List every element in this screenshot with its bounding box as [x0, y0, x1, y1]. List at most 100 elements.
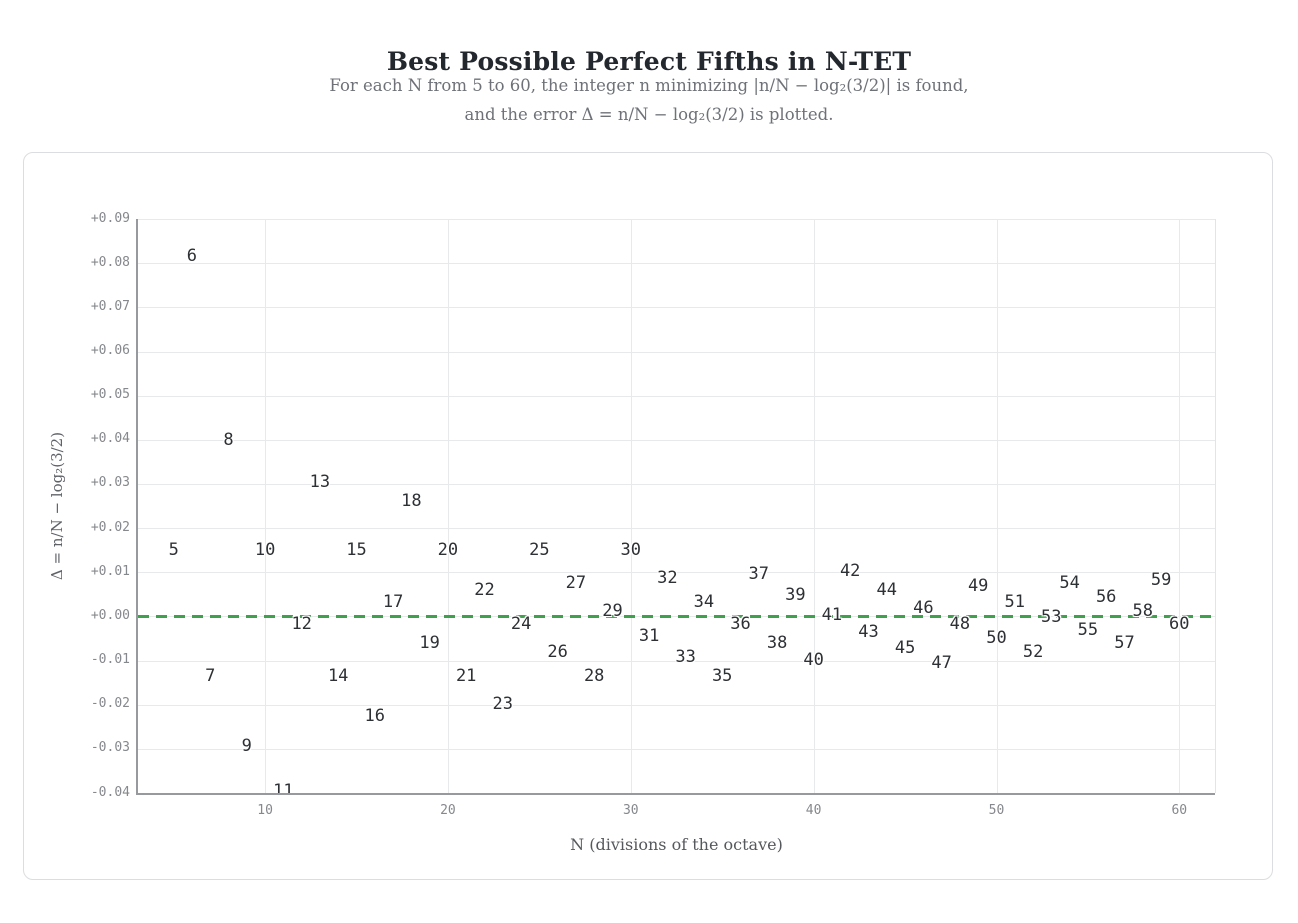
data-point-label: 53 — [1041, 606, 1062, 627]
gridline-vertical — [265, 219, 267, 793]
gridline-vertical — [630, 219, 632, 793]
data-point-label: 38 — [766, 633, 788, 653]
data-point-label: 46 — [913, 597, 934, 618]
data-point-label: 21 — [455, 666, 477, 687]
gridline-vertical — [813, 219, 815, 793]
data-point-label: 8 — [223, 429, 234, 450]
data-point-label: 44 — [876, 580, 898, 601]
data-point-label: 58 — [1132, 600, 1154, 621]
data-point-label: 37 — [748, 563, 770, 584]
data-point-label: 34 — [693, 591, 715, 612]
y-axis-spine — [136, 219, 138, 795]
data-point-label: 52 — [1022, 641, 1044, 662]
gridline-horizontal — [138, 219, 1215, 220]
data-point-label: 56 — [1095, 587, 1117, 608]
data-point-label: 41 — [821, 604, 843, 625]
y-tick-label: -0.04 — [90, 784, 130, 800]
gridline-horizontal — [138, 572, 1215, 574]
data-point-label: 9 — [241, 736, 252, 757]
y-tick-label: -0.03 — [90, 740, 130, 756]
data-point-label: 26 — [547, 641, 568, 662]
page-title: Best Possible Perfect Fifths in N-TET — [386, 46, 912, 76]
gridline-horizontal — [138, 483, 1215, 485]
data-point-label: 13 — [309, 472, 331, 493]
y-tick-label: -0.02 — [90, 696, 130, 712]
x-axis-spine — [136, 793, 1215, 795]
y-tick-label: +0.08 — [90, 254, 130, 270]
data-point-label: 49 — [967, 576, 989, 597]
data-point-label: 7 — [205, 666, 216, 687]
data-point-label: 59 — [1150, 569, 1172, 590]
y-tick-label: +0.07 — [90, 298, 130, 314]
data-point-label: 16 — [364, 705, 386, 726]
y-tick-label: +0.09 — [90, 210, 130, 226]
data-point-label: 20 — [437, 540, 459, 560]
gridline-horizontal — [138, 704, 1215, 706]
data-point-label: 54 — [1059, 572, 1080, 593]
data-point-label: 25 — [529, 540, 550, 560]
y-tick-label: +0.01 — [90, 563, 130, 579]
data-point-label: 57 — [1114, 633, 1135, 653]
x-tick-label: 40 — [805, 803, 822, 818]
zero-reference-line — [138, 614, 1215, 618]
data-point-label: 36 — [730, 613, 751, 634]
data-point-label: 27 — [565, 572, 587, 593]
data-point-label: 48 — [949, 613, 971, 634]
gridline-horizontal — [138, 660, 1215, 662]
y-tick-label: +0.02 — [90, 519, 130, 535]
data-point-label: 22 — [474, 580, 495, 601]
data-point-label: 28 — [583, 666, 605, 687]
data-point-label: 5 — [168, 540, 179, 560]
plot-area: 5 6 7 8 9 10 11 12 13 14 15 16 17 18 19 20 21 22 23 24 25 26 2… — [138, 219, 1216, 793]
data-point-label: 12 — [291, 613, 312, 634]
data-point-label: 39 — [785, 585, 806, 606]
data-point-label: 17 — [382, 591, 404, 612]
chart-subtitle: For each N from 5 to 60, the integer n m… — [0, 71, 1298, 129]
y-axis-title-text: Δ = n/N − log₂(3/2) — [48, 431, 66, 581]
data-point-label: 23 — [492, 693, 514, 714]
data-point-label: 14 — [327, 666, 349, 687]
data-point-label: 33 — [675, 647, 696, 667]
gridline-horizontal — [138, 439, 1215, 441]
y-tick-label: +0.04 — [90, 431, 130, 447]
gridline-horizontal — [138, 351, 1215, 353]
data-point-label: 55 — [1077, 620, 1099, 641]
gridline-horizontal — [138, 528, 1215, 530]
y-tick-label: +0.05 — [90, 387, 130, 403]
data-point-label: 15 — [346, 540, 367, 560]
data-point-label: 18 — [401, 490, 422, 511]
data-point-label: 40 — [803, 650, 824, 671]
gridline-vertical — [447, 219, 449, 793]
gridline-vertical — [996, 219, 998, 793]
gridline-horizontal — [138, 263, 1215, 265]
gridline-horizontal — [138, 395, 1215, 397]
data-point-label: 6 — [186, 245, 198, 266]
data-point-label: 51 — [1004, 591, 1026, 612]
gridline-horizontal — [138, 748, 1215, 750]
data-point-label: 42 — [839, 561, 861, 581]
data-point-label: 60 — [1169, 613, 1190, 634]
subtitle-line-1: For each N from 5 to 60, the integer n m… — [329, 76, 969, 95]
x-tick-label: 20 — [440, 803, 456, 818]
y-tick-label: +0.06 — [90, 343, 130, 358]
data-point-label: 47 — [931, 652, 952, 673]
data-point-label: 19 — [419, 633, 440, 653]
data-point-label: 50 — [986, 628, 1007, 649]
x-tick-label: 50 — [988, 803, 1005, 818]
data-point-label: 30 — [620, 540, 642, 560]
data-point-label: 31 — [638, 625, 660, 646]
data-point-label: 35 — [711, 666, 733, 687]
x-axis-title: N (divisions of the octave) — [570, 835, 783, 854]
data-point-label: 11 — [273, 780, 294, 793]
x-tick-label: 60 — [1171, 803, 1188, 818]
data-point-label: 10 — [254, 540, 276, 560]
data-point-label: 32 — [657, 567, 678, 588]
y-tick-label: +0.03 — [90, 475, 130, 491]
data-point-label: 45 — [894, 638, 916, 659]
y-tick-label: -0.01 — [90, 652, 130, 667]
data-point-label: 43 — [858, 622, 879, 643]
x-tick-label: 10 — [257, 803, 273, 818]
y-tick-label: +0.00 — [90, 607, 130, 623]
gridline-vertical — [1179, 219, 1181, 793]
subtitle-line-2: and the error Δ = n/N − log₂(3/2) is plo… — [464, 105, 834, 124]
